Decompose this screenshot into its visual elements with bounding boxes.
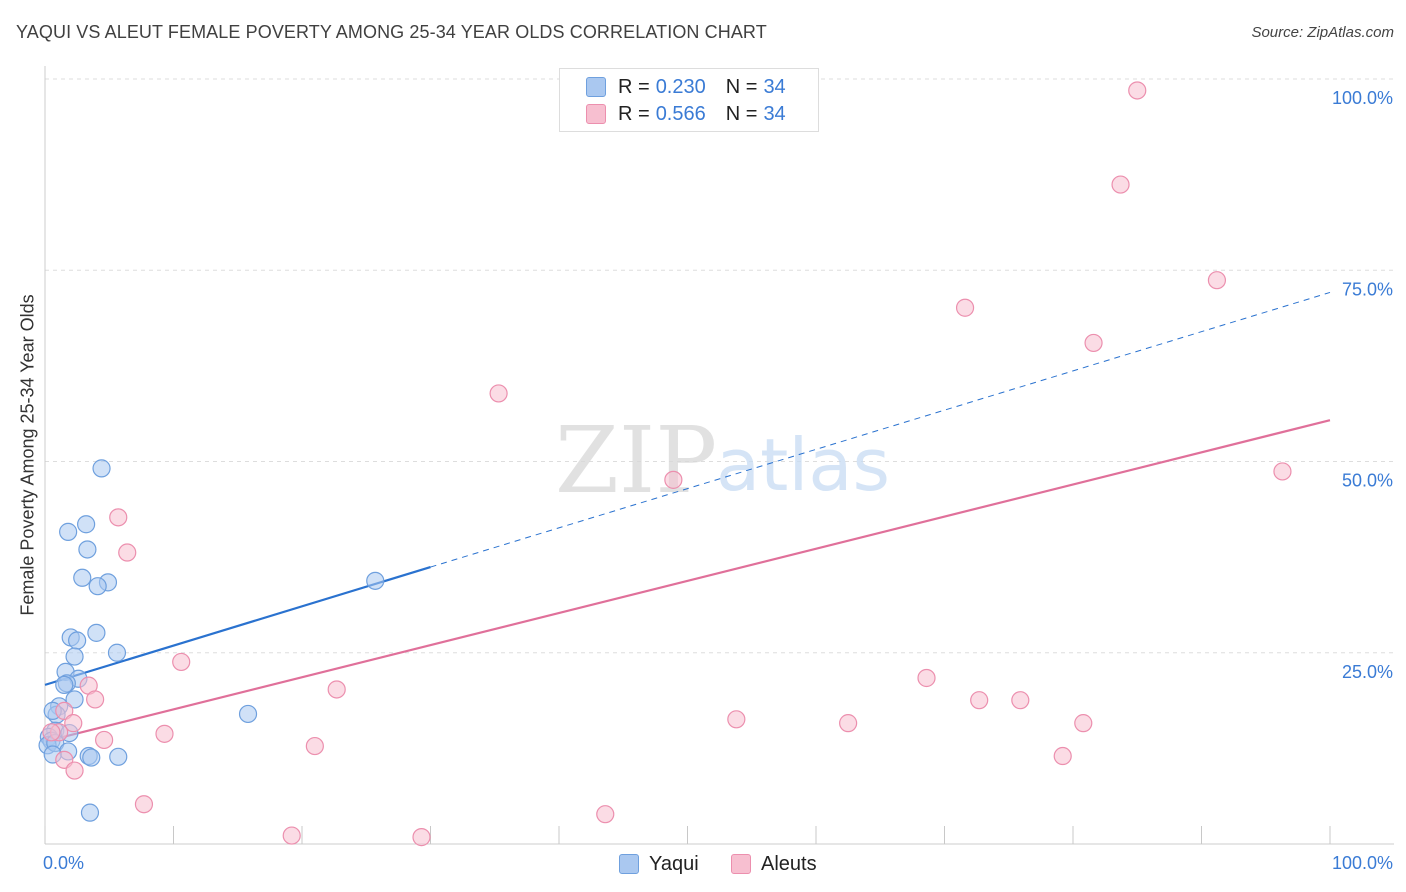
- source-note: Source: ZipAtlas.com: [1251, 24, 1394, 41]
- aleut-point: [155, 724, 174, 743]
- yaqui-point: [78, 540, 97, 559]
- legend-row-aleuts: R = 0.566 N = 34: [586, 103, 786, 125]
- y-tick-label: 25.0%: [1342, 662, 1393, 682]
- bottom-legend-aleuts: Aleuts: [731, 852, 817, 876]
- aleut-point: [412, 828, 431, 847]
- legend-r-value-aleuts: 0.566: [655, 102, 706, 125]
- tick-labels: 25.0% 50.0% 75.0% 100.0% 0.0% 100.0%: [43, 88, 1393, 873]
- yaqui-point: [87, 623, 106, 642]
- aleut-point: [282, 826, 301, 845]
- y-tick-label: 100.0%: [1332, 88, 1393, 108]
- aleut-point: [95, 730, 114, 750]
- yaqui-point: [65, 647, 84, 666]
- aleut-point: [917, 668, 936, 688]
- data-points: [38, 81, 1292, 847]
- legend-n-value-aleuts: 34: [763, 102, 786, 125]
- chart-title: YAQUI VS ALEUT FEMALE POVERTY AMONG 25-3…: [16, 22, 767, 42]
- aleut-point: [1111, 175, 1130, 194]
- yaqui-swatch: [619, 854, 639, 874]
- aleut-point: [64, 714, 83, 733]
- aleut-point: [489, 384, 508, 403]
- aleut-point: [1084, 333, 1103, 353]
- watermark-zip: ZIP: [555, 407, 717, 514]
- yaqui-point: [68, 631, 87, 650]
- yaqui-point: [80, 803, 100, 822]
- aleut-point: [55, 701, 74, 720]
- yaqui-point: [109, 747, 128, 766]
- aleut-point: [134, 795, 154, 814]
- yaqui-point: [238, 704, 258, 724]
- yaqui-point: [55, 675, 74, 694]
- y-axis-label: Female Poverty Among 25-34 Year Olds: [17, 294, 38, 616]
- aleut-point: [1074, 714, 1093, 733]
- watermark-atlas: atlas: [716, 423, 890, 507]
- bottom-legend-yaqui-label: Yaqui: [649, 852, 699, 875]
- yaqui-trend-line-extension: [430, 291, 1331, 568]
- yaqui-point: [73, 568, 92, 587]
- yaqui-point: [59, 522, 78, 541]
- aleut-point: [109, 508, 128, 527]
- yaqui-swatch: [586, 77, 606, 97]
- yaqui-point: [65, 690, 84, 709]
- yaqui-point: [107, 643, 127, 662]
- aleut-point: [86, 690, 105, 709]
- yaqui-point: [82, 748, 101, 767]
- x-tick-label-max: 100.0%: [1332, 853, 1393, 873]
- aleut-point: [65, 761, 84, 780]
- y-tick-label: 75.0%: [1342, 279, 1393, 299]
- aleut-point: [664, 470, 683, 489]
- legend-n-label: N =: [725, 102, 758, 125]
- yaqui-point: [88, 577, 107, 596]
- aleut-point: [970, 691, 989, 710]
- aleut-point: [172, 652, 191, 672]
- yaqui-point: [77, 515, 96, 534]
- aleut-point: [839, 714, 858, 733]
- aleut-point: [1273, 462, 1292, 481]
- watermark: ZIP atlas: [555, 407, 890, 514]
- aleut-point: [727, 710, 746, 729]
- aleut-point: [1128, 81, 1147, 100]
- aleuts-swatch: [586, 104, 606, 124]
- legend-r-label: R =: [618, 75, 650, 98]
- correlation-legend: R = 0.230 N = 34 R = 0.566 N = 34: [559, 68, 819, 132]
- aleut-point: [1207, 271, 1227, 290]
- legend-r-value-yaqui: 0.230: [655, 75, 706, 98]
- aleut-point: [596, 805, 615, 824]
- legend-r-label: R =: [618, 102, 650, 125]
- trend-lines: [44, 291, 1331, 743]
- yaqui-trend-line: [44, 566, 431, 686]
- bottom-legend-yaqui: Yaqui: [619, 852, 699, 876]
- aleut-point: [42, 723, 61, 742]
- grid-layer: [45, 78, 1394, 654]
- aleuts-swatch: [731, 854, 751, 874]
- y-tick-label: 50.0%: [1342, 471, 1393, 491]
- aleut-point: [955, 298, 975, 317]
- legend-n-value-yaqui: 34: [763, 75, 786, 98]
- x-tick-label-min: 0.0%: [43, 853, 84, 873]
- aleut-point: [1011, 691, 1030, 710]
- aleut-point: [305, 736, 324, 756]
- aleut-trend-line: [44, 419, 1331, 743]
- bottom-legend-aleuts-label: Aleuts: [761, 852, 817, 875]
- aleut-point: [1053, 746, 1072, 766]
- aleut-point: [327, 680, 346, 699]
- legend-n-label: N =: [725, 75, 758, 98]
- aleut-point: [118, 543, 137, 562]
- legend-row-yaqui: R = 0.230 N = 34: [586, 76, 786, 98]
- yaqui-point: [366, 571, 385, 590]
- yaqui-point: [92, 459, 111, 478]
